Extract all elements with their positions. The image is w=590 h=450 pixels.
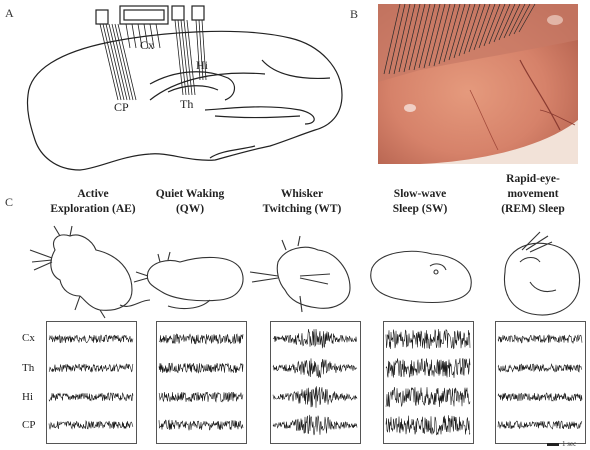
lfp-trace (497, 333, 583, 345)
state-title-quiet-waking: Quiet Waking (QW) (140, 187, 240, 217)
state-title-rem-sleep: Rapid-eye- movement (REM) Sleep (478, 172, 588, 217)
lfp-trace (385, 358, 471, 378)
state-title-line: Rapid-eye- (506, 173, 560, 185)
electrode-connector (95, 9, 109, 25)
rat-active-exploration-drawing (29, 225, 151, 319)
state-title-whisker-twitching: Whisker Twitching (WT) (252, 187, 352, 217)
lfp-trace (158, 333, 244, 345)
brain-label-hippocampus: Hi (196, 58, 208, 72)
lfp-trace (48, 363, 134, 373)
state-title-line: Sleep (SW) (392, 203, 448, 215)
state-title-line: movement (507, 188, 559, 200)
lfp-trace (48, 420, 134, 430)
lfp-trace (272, 386, 358, 408)
lfp-trace (385, 387, 471, 408)
lfp-trace (158, 419, 244, 431)
lfp-trace (48, 392, 134, 402)
panel-a-letter: A (5, 6, 14, 20)
state-title-active-exploration: Active Exploration (AE) (38, 187, 148, 217)
state-title-line: Slow-wave (393, 188, 447, 200)
state-title-slow-wave-sleep: Slow-wave Sleep (SW) (370, 187, 470, 217)
state-title-line: Whisker (280, 188, 324, 200)
brain-label-thalamus: Th (180, 97, 194, 111)
rat-quiet-waking-drawing (133, 251, 244, 310)
lfp-trace (272, 414, 358, 436)
row-label-hippocampus: Hi (22, 391, 33, 403)
row-label-striatum: CP (22, 419, 36, 431)
rat-slow-wave-sleep-drawing (370, 250, 472, 304)
lfp-trace (158, 362, 244, 374)
lfp-trace (48, 334, 134, 344)
state-title-line: Exploration (AE) (50, 203, 136, 215)
row-label-cortex: Cx (22, 332, 35, 344)
lfp-trace (385, 328, 471, 350)
brain-label-cortex: Cx (140, 38, 155, 52)
panel-b-letter: B (350, 7, 359, 21)
state-title-line: Twitching (WT) (262, 203, 342, 215)
state-title-line: Active (77, 188, 109, 200)
rat-whisker-twitching-drawing (249, 235, 351, 313)
lfp-trace (497, 363, 583, 373)
state-title-line: Quiet Waking (155, 188, 225, 200)
panel-c-letter: C (5, 195, 14, 209)
state-title-line: (REM) Sleep (501, 203, 565, 215)
scale-bar-label: 1 sec (562, 440, 577, 448)
lfp-trace (158, 391, 244, 403)
rat-rem-sleep-drawing (503, 231, 580, 316)
lfp-trace (497, 420, 583, 430)
lfp-trace (385, 415, 471, 436)
state-title-line: (QW) (175, 203, 205, 215)
lfp-trace (272, 358, 358, 379)
row-label-thalamus: Th (22, 362, 35, 374)
lfp-trace (272, 328, 357, 349)
lfp-trace (497, 392, 583, 402)
brain-label-striatum: CP (114, 100, 129, 114)
